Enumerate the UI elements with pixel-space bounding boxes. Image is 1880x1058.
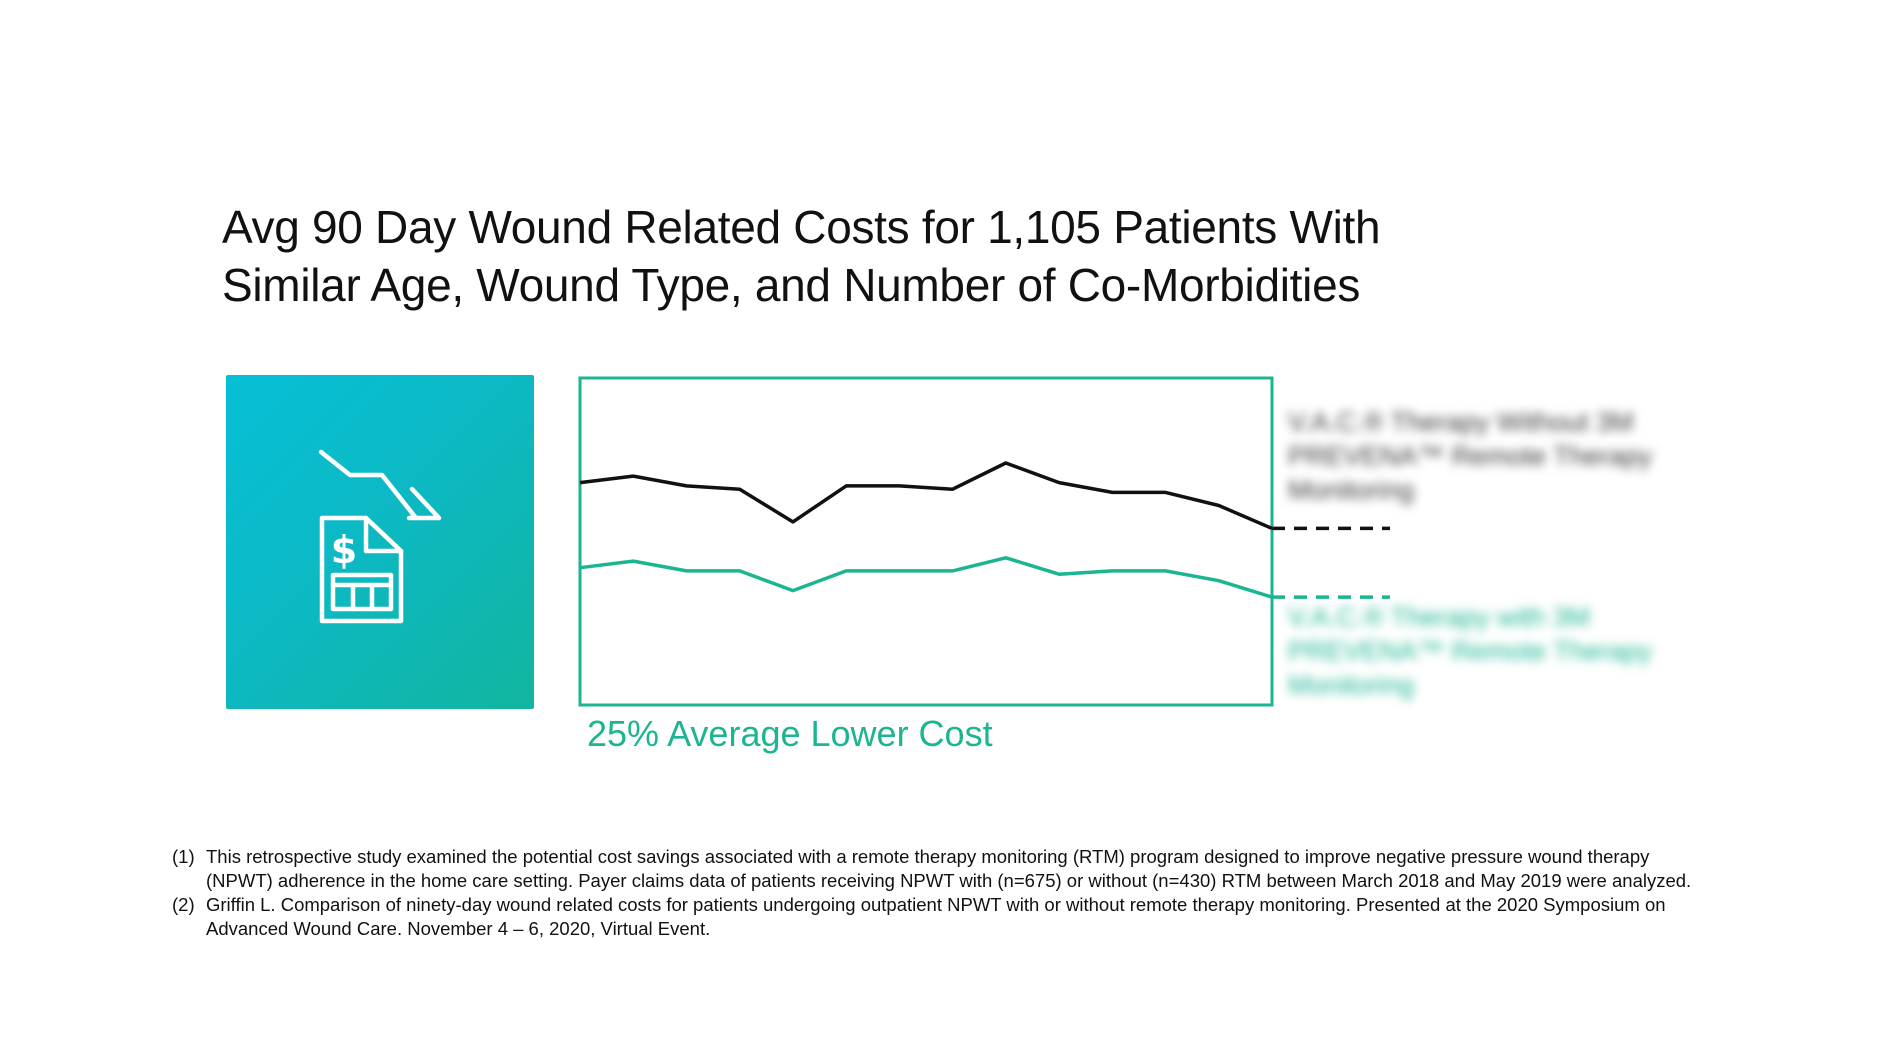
footnote-text: Griffin L. Comparison of ninety-day woun…	[206, 894, 1666, 939]
svg-text:$: $	[331, 528, 357, 572]
legend-without-rtm-line: V.A.C.® Therapy Without 3M	[1288, 407, 1634, 437]
footnotes: (1) This retrospective study examined th…	[172, 845, 1712, 941]
legend-without-rtm-line: Monitoring	[1288, 475, 1415, 505]
series-line-with-rtm	[579, 556, 1273, 599]
series-line-without-rtm	[579, 461, 1273, 531]
legend-with-rtm: V.A.C.® Therapy with 3M PREVENA™ Remote …	[1288, 600, 1728, 702]
legend-without-rtm-line: PREVENA™ Remote Therapy	[1288, 441, 1653, 471]
legend-without-rtm: V.A.C.® Therapy Without 3M PREVENA™ Remo…	[1288, 405, 1728, 507]
page-title: Avg 90 Day Wound Related Costs for 1,105…	[222, 198, 1522, 314]
legend-with-rtm-line: V.A.C.® Therapy with 3M	[1288, 602, 1591, 632]
title-line-2: Similar Age, Wound Type, and Number of C…	[222, 259, 1361, 311]
cost-document-down-arrow-icon: $	[318, 449, 442, 624]
footnote-1: (1) This retrospective study examined th…	[172, 845, 1712, 893]
cost-icon-tile: $	[226, 375, 534, 709]
footnote-number: (2)	[172, 894, 195, 915]
cost-line-chart	[578, 376, 1390, 707]
chart-frame	[578, 376, 1274, 707]
footnote-text: This retrospective study examined the po…	[206, 846, 1692, 891]
title-line-1: Avg 90 Day Wound Related Costs for 1,105…	[222, 201, 1381, 253]
footnote-number: (1)	[172, 846, 195, 867]
savings-callout: 25% Average Lower Cost	[587, 713, 993, 754]
footnote-2: (2) Griffin L. Comparison of ninety-day …	[172, 893, 1712, 941]
legend-with-rtm-line: Monitoring	[1288, 670, 1415, 700]
legend-with-rtm-line: PREVENA™ Remote Therapy	[1288, 636, 1653, 666]
